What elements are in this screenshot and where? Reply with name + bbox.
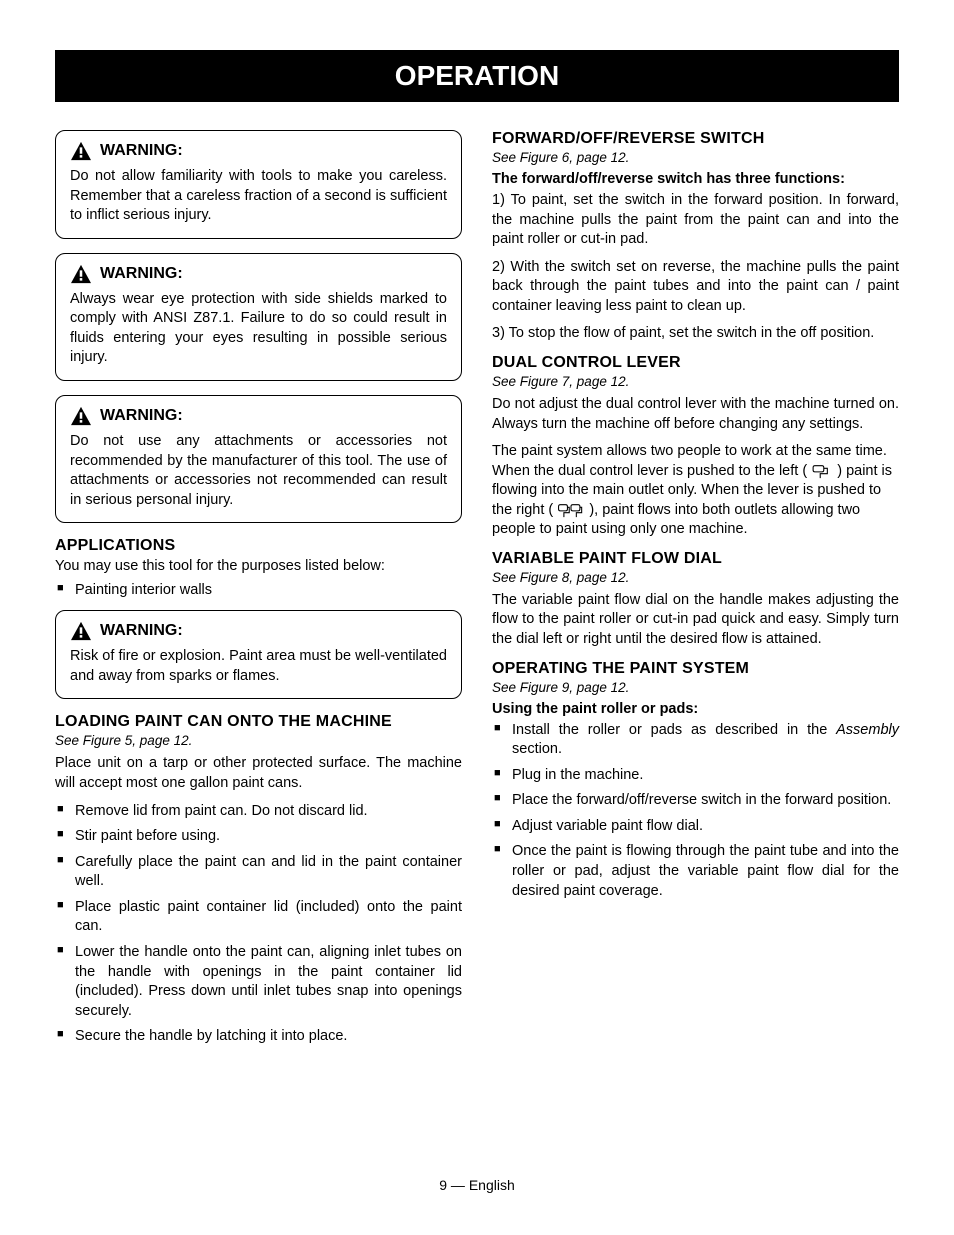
warning-icon [70, 621, 92, 641]
list-item: Once the paint is flowing through the pa… [492, 842, 899, 901]
switch-p1: 1) To paint, set the switch in the forwa… [492, 191, 899, 250]
warning-label: WARNING: [100, 142, 183, 160]
warning-box-4: WARNING: Risk of fire or explosion. Pain… [55, 610, 462, 699]
warning-icon [70, 406, 92, 426]
dual-heading: DUAL CONTROL LEVER [492, 354, 899, 372]
op-item0-emph: Assembly [836, 722, 899, 738]
warning-icon [70, 264, 92, 284]
warning-icon [70, 141, 92, 161]
list-item: Place plastic paint container lid (inclu… [55, 898, 462, 937]
op-item0-post: section. [512, 741, 562, 757]
operating-heading: OPERATING THE PAINT SYSTEM [492, 660, 899, 678]
op-item0-pre: Install the roller or pads as described … [512, 722, 836, 738]
dual-p1: Do not adjust the dual control lever wit… [492, 395, 899, 434]
list-item: Install the roller or pads as described … [492, 721, 899, 760]
dial-heading: VARIABLE PAINT FLOW DIAL [492, 550, 899, 568]
warning-label: WARNING: [100, 265, 183, 283]
left-column: WARNING: Do not allow familiarity with t… [55, 130, 462, 1057]
list-item: Lower the handle onto the paint can, ali… [55, 943, 462, 1021]
list-item: Carefully place the paint can and lid in… [55, 853, 462, 892]
warning-body-3: Do not use any attachments or accessorie… [70, 432, 447, 510]
right-column: FORWARD/OFF/REVERSE SWITCH See Figure 6,… [492, 130, 899, 1057]
warning-body-4: Risk of fire or explosion. Paint area mu… [70, 647, 447, 686]
page-title: OPERATION [395, 60, 559, 91]
switch-see: See Figure 6, page 12. [492, 150, 899, 165]
warning-box-1: WARNING: Do not allow familiarity with t… [55, 130, 462, 239]
list-item: Remove lid from paint can. Do not discar… [55, 802, 462, 822]
warning-label: WARNING: [100, 407, 183, 425]
list-item: Place the forward/off/reverse switch in … [492, 791, 899, 811]
warning-box-3: WARNING: Do not use any attachments or a… [55, 395, 462, 523]
single-roller-icon [811, 463, 833, 479]
operating-list: Install the roller or pads as described … [492, 721, 899, 902]
loading-intro: Place unit on a tarp or other protected … [55, 754, 462, 793]
operating-see: See Figure 9, page 12. [492, 680, 899, 695]
dual-p2: The paint system allows two people to wo… [492, 442, 899, 540]
warning-box-2: WARNING: Always wear eye protection with… [55, 253, 462, 381]
page-footer: 9 — English [55, 1177, 899, 1193]
list-item: Adjust variable paint flow dial. [492, 817, 899, 837]
switch-heading: FORWARD/OFF/REVERSE SWITCH [492, 130, 899, 148]
loading-see: See Figure 5, page 12. [55, 733, 462, 748]
loading-list: Remove lid from paint can. Do not discar… [55, 802, 462, 1047]
applications-intro: You may use this tool for the purposes l… [55, 557, 462, 577]
dual-see: See Figure 7, page 12. [492, 374, 899, 389]
switch-bold: The forward/off/reverse switch has three… [492, 171, 899, 187]
list-item: Secure the handle by latching it into pl… [55, 1027, 462, 1047]
list-item: Stir paint before using. [55, 827, 462, 847]
list-item: Plug in the machine. [492, 766, 899, 786]
double-roller-icon [557, 502, 585, 518]
page-title-bar: OPERATION [55, 50, 899, 102]
loading-heading: LOADING PAINT CAN ONTO THE MACHINE [55, 713, 462, 731]
dial-see: See Figure 8, page 12. [492, 570, 899, 585]
dial-body: The variable paint flow dial on the hand… [492, 591, 899, 650]
warning-label: WARNING: [100, 622, 183, 640]
operating-bold: Using the paint roller or pads: [492, 701, 899, 717]
switch-p2: 2) With the switch set on reverse, the m… [492, 258, 899, 317]
warning-body-1: Do not allow familiarity with tools to m… [70, 167, 447, 226]
list-item: Painting interior walls [55, 581, 462, 601]
applications-heading: APPLICATIONS [55, 537, 462, 555]
switch-p3: 3) To stop the flow of paint, set the sw… [492, 324, 899, 344]
content-columns: WARNING: Do not allow familiarity with t… [55, 130, 899, 1057]
warning-body-2: Always wear eye protection with side shi… [70, 290, 447, 368]
applications-list: Painting interior walls [55, 581, 462, 601]
